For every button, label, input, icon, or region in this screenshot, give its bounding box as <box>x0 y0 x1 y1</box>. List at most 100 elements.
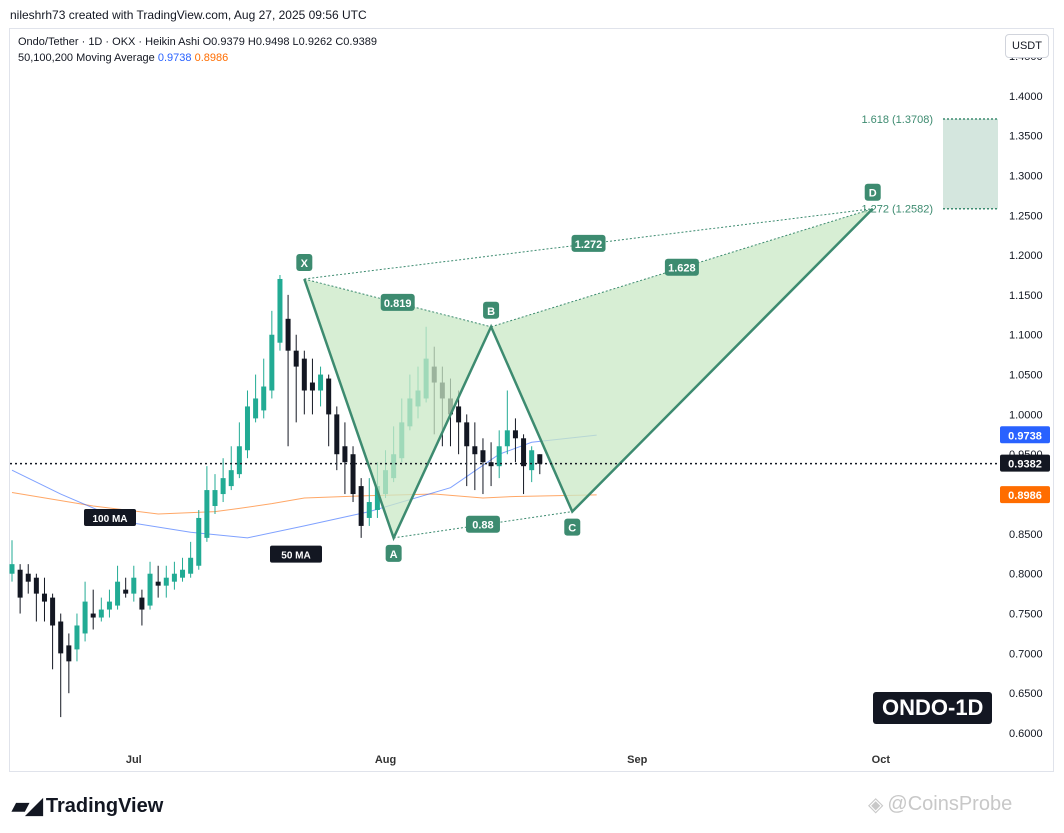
y-tick-label: 1.3500 <box>1009 131 1043 143</box>
pattern-point-label: A <box>390 549 398 561</box>
candle-body <box>163 577 169 586</box>
last-price-label-box <box>1000 454 1050 472</box>
ma100-price-label: 0.8986 <box>1008 490 1042 502</box>
candle-body <box>58 621 64 654</box>
candle-body <box>253 398 259 419</box>
ma50-legend-value: 0.9738 <box>157 52 192 64</box>
pattern-point-label: C <box>568 523 576 535</box>
candle-body <box>285 318 291 351</box>
y-tick-label: 0.7500 <box>1009 609 1043 621</box>
candle-body <box>456 406 462 423</box>
ratio-line-xd <box>304 208 873 280</box>
y-tick-label: 1.0000 <box>1009 409 1043 421</box>
candle-body <box>236 446 242 475</box>
y-tick-label: 0.7000 <box>1009 648 1043 660</box>
candle-body <box>155 581 161 586</box>
x-tick-label: Aug <box>375 754 396 766</box>
y-tick-label: 1.2500 <box>1009 210 1043 222</box>
x-tick-label: Sep <box>627 754 647 766</box>
pattern-point-badge <box>296 253 313 271</box>
target-zone <box>943 119 998 209</box>
candle-body <box>293 350 299 367</box>
candle-body <box>196 517 202 566</box>
y-tick-label: 0.6500 <box>1009 688 1043 700</box>
ratio-badge <box>465 515 500 533</box>
candle-body <box>25 573 31 582</box>
symbol-badge: ONDO-1D <box>873 692 993 724</box>
candle-body <box>334 414 340 455</box>
pattern-point-label: B <box>487 306 495 318</box>
candle-body <box>366 502 372 518</box>
candle-body <box>228 470 234 487</box>
ma50-price-label: 0.9738 <box>1008 430 1042 442</box>
candle-body <box>480 450 486 463</box>
candle-body <box>82 601 88 634</box>
candle-body <box>204 490 210 538</box>
candle-body <box>301 358 307 391</box>
candle-body <box>277 278 283 343</box>
watermark-text: @CoinsProbe <box>887 793 1013 815</box>
currency-button[interactable]: USDT <box>1005 34 1049 58</box>
candle-body <box>496 446 502 467</box>
symbol-legend[interactable]: Ondo/Tether · 1D · OKX · Heikin Ashi O0.… <box>18 36 377 48</box>
tradingview-logo[interactable]: ▰◢ TradingView <box>12 793 163 819</box>
candle-body <box>350 454 356 495</box>
candle-body <box>147 573 153 606</box>
y-tick-label: 1.1000 <box>1009 330 1043 342</box>
pattern-point-label: X <box>301 258 309 270</box>
x-tick-label: Jul <box>126 754 142 766</box>
target-level-label: 1.272 (1.2582) <box>861 204 933 216</box>
candle-body <box>318 374 324 391</box>
ma-legend[interactable]: 50,100,200 Moving Average 0.9738 0.8986 <box>18 52 228 64</box>
y-tick-label: 0.6000 <box>1009 728 1043 740</box>
tradingview-logo-icon: ▰◢ <box>12 793 43 818</box>
target-level-label: 1.618 (1.3708) <box>861 114 933 126</box>
candle-body <box>106 601 112 610</box>
y-tick-label: 1.3000 <box>1009 170 1043 182</box>
chart-credit: nileshrh73 created with TradingView.com,… <box>10 8 367 22</box>
candle-body <box>326 378 332 415</box>
ma-tag <box>270 545 322 563</box>
ratio-label: 1.272 <box>575 239 603 251</box>
candle-body <box>529 450 535 471</box>
coinsprobe-icon: ◈ <box>868 794 884 816</box>
ratio-label: 0.88 <box>472 520 493 532</box>
candle-body <box>512 430 518 439</box>
candle-body <box>261 386 267 411</box>
ratio-label: 0.819 <box>384 298 412 310</box>
x-tick-label: Oct <box>872 754 891 766</box>
ratio-badge <box>380 293 415 311</box>
candle-body <box>33 577 39 594</box>
ma-tag <box>84 508 136 526</box>
candle-body <box>131 577 137 594</box>
ma-tag-label: 100 MA <box>92 514 127 525</box>
ma100-price-label-box <box>1000 486 1050 504</box>
candle-body <box>212 490 218 507</box>
candle-body <box>9 564 15 574</box>
pattern-point-badge <box>864 183 881 201</box>
candle-body <box>220 478 226 495</box>
pattern-xab-fill <box>304 278 492 538</box>
candle-body <box>115 581 121 606</box>
candle-body <box>123 589 129 594</box>
ma50-price-label-box <box>1000 426 1050 444</box>
pattern-point-badge <box>385 544 402 562</box>
candle-body <box>521 438 527 467</box>
y-tick-label: 1.4000 <box>1009 91 1043 103</box>
y-tick-label: 1.0500 <box>1009 370 1043 382</box>
candle-body <box>244 406 250 451</box>
pattern-point-badge <box>564 518 581 536</box>
candle-body <box>537 454 543 464</box>
candle-body <box>269 334 275 391</box>
ratio-line-bd <box>490 208 873 328</box>
chart-frame <box>9 28 1054 772</box>
candle-body <box>180 569 186 578</box>
tradingview-logo-text: TradingView <box>45 794 164 817</box>
candle-body <box>358 486 364 526</box>
candle-body <box>74 625 80 650</box>
y-tick-label: 0.8000 <box>1009 569 1043 581</box>
candle-body <box>90 613 96 618</box>
candle-body <box>50 597 56 626</box>
candle-body <box>66 645 72 662</box>
